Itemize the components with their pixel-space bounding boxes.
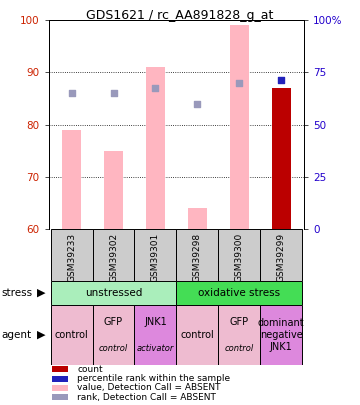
Text: GSM39298: GSM39298 [193, 233, 202, 282]
Bar [62, 130, 81, 229]
Text: GDS1621 / rc_AA891828_g_at: GDS1621 / rc_AA891828_g_at [86, 9, 274, 22]
Point [111, 90, 116, 96]
Text: control: control [225, 344, 254, 353]
Text: count: count [77, 365, 103, 374]
Text: unstressed: unstressed [85, 288, 142, 298]
Text: percentile rank within the sample: percentile rank within the sample [77, 374, 230, 383]
Text: GFP: GFP [104, 317, 123, 326]
Bar [176, 281, 302, 305]
Point [278, 77, 284, 83]
Text: GSM39300: GSM39300 [235, 233, 244, 282]
Bar [51, 229, 93, 281]
Bar [218, 305, 260, 365]
Text: ▶: ▶ [37, 288, 46, 298]
Text: GSM39302: GSM39302 [109, 233, 118, 282]
Bar [146, 67, 165, 229]
Bar [93, 229, 135, 281]
Bar [176, 229, 218, 281]
Point [153, 85, 158, 91]
Bar [93, 305, 135, 365]
Text: oxidative stress: oxidative stress [198, 288, 280, 298]
Bar [260, 305, 302, 365]
Text: ▶: ▶ [37, 330, 46, 340]
Text: control: control [99, 344, 128, 353]
Text: JNK1: JNK1 [144, 317, 167, 326]
Text: stress: stress [2, 288, 33, 298]
Text: rank, Detection Call = ABSENT: rank, Detection Call = ABSENT [77, 393, 216, 402]
Point [237, 79, 242, 86]
Text: GSM39301: GSM39301 [151, 233, 160, 282]
Text: GFP: GFP [230, 317, 249, 326]
Text: GSM39233: GSM39233 [67, 233, 76, 282]
Bar [51, 305, 93, 365]
Text: control: control [180, 330, 214, 340]
Text: dominant
negative
JNK1: dominant negative JNK1 [258, 318, 305, 352]
Bar [188, 208, 207, 229]
Bar [260, 229, 302, 281]
Bar [218, 229, 260, 281]
Text: agent: agent [2, 330, 32, 340]
Text: control: control [55, 330, 89, 340]
Bar [135, 305, 176, 365]
Point [194, 100, 200, 107]
Bar [272, 88, 291, 229]
Text: value, Detection Call = ABSENT: value, Detection Call = ABSENT [77, 384, 221, 392]
Text: activator: activator [137, 344, 174, 353]
Point [69, 90, 75, 96]
Text: GSM39299: GSM39299 [276, 233, 285, 282]
Bar [135, 229, 176, 281]
Bar [230, 26, 249, 229]
Bar [51, 281, 176, 305]
Bar [176, 305, 218, 365]
Bar [272, 88, 291, 229]
Bar [104, 151, 123, 229]
